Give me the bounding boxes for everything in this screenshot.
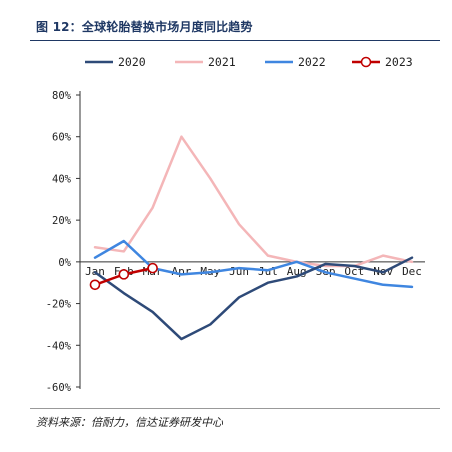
legend-label: 2021 <box>208 55 236 69</box>
bottom-rule <box>30 408 440 409</box>
y-tick-label: 80% <box>52 90 72 102</box>
legend-marker <box>360 56 372 68</box>
y-tick-label: 0% <box>58 257 71 269</box>
figure-title: 图 12：全球轮胎替换市场月度同比趋势 <box>36 20 253 34</box>
y-tick-label: -40% <box>46 340 72 352</box>
top-cropped-text <box>0 0 452 6</box>
x-tick-label: Jun <box>229 265 249 278</box>
legend-item-2020: 2020 <box>85 55 146 69</box>
data-point-2023 <box>89 279 101 291</box>
y-tick-label: -60% <box>46 382 72 394</box>
x-tick-label: Apr <box>172 265 192 278</box>
series-line-2022 <box>93 239 414 289</box>
y-tick-label: -20% <box>46 299 72 311</box>
legend-label: 2023 <box>385 55 413 69</box>
series-line-2020 <box>93 256 414 341</box>
source-note: 资料来源：倍耐力，信达证券研发中心 <box>36 416 223 429</box>
title-bar: 图 12：全球轮胎替换市场月度同比趋势 <box>30 14 440 41</box>
data-point-2023 <box>118 269 130 280</box>
legend-item-2022: 2022 <box>265 55 326 69</box>
series-line-2021 <box>93 135 414 268</box>
line-chart: 2020 2021 2022 2023 80% 60% 40% 20% 0% -20% -40% -6… <box>46 55 425 394</box>
y-tick-label: 20% <box>52 215 72 227</box>
legend-item-2023: 2023 <box>352 55 413 69</box>
chart-area: 2020 2021 2022 2023 80% 60% 40% 20% 0% -20% -40% -6… <box>30 44 440 402</box>
x-tick-label: Dec <box>402 265 422 278</box>
data-point-2023 <box>147 262 158 274</box>
y-tick-label: 60% <box>52 132 72 144</box>
legend-label: 2022 <box>298 55 326 69</box>
legend-label: 2020 <box>118 55 146 69</box>
legend-item-2021: 2021 <box>175 55 236 69</box>
y-tick-label: 40% <box>52 173 72 185</box>
